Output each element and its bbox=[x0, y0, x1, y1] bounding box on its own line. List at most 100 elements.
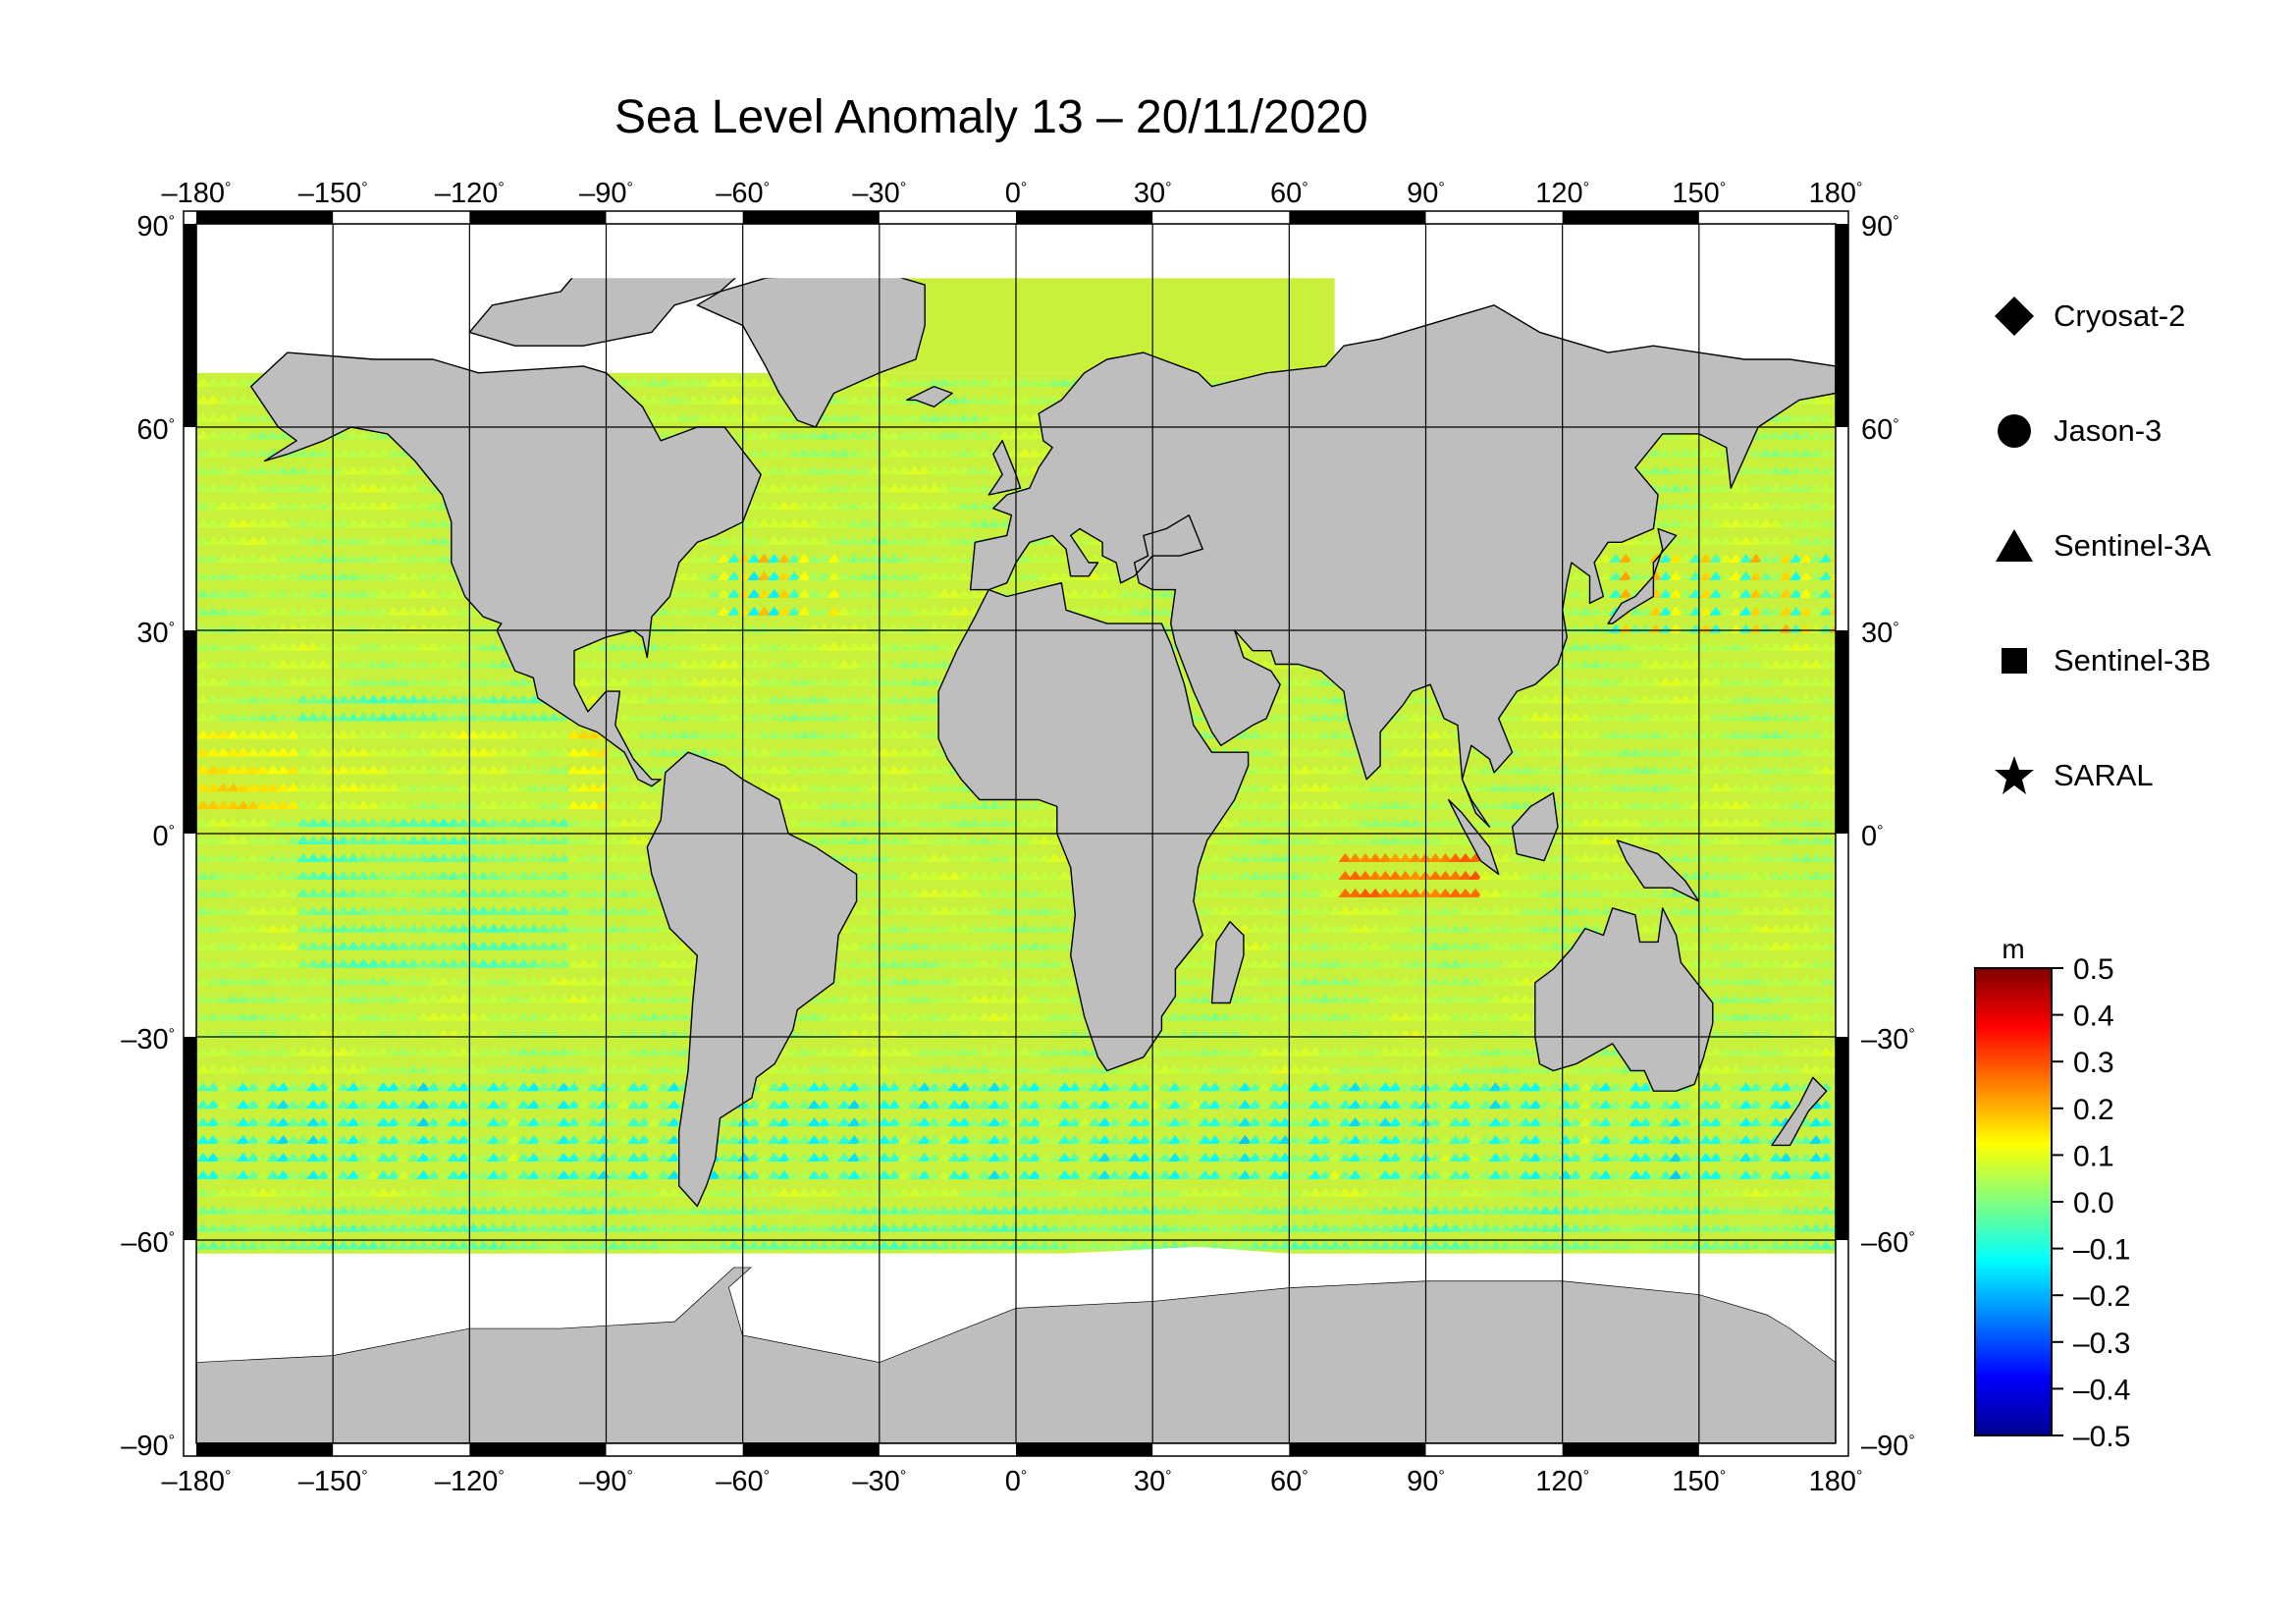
altimetry-sample bbox=[1738, 606, 1753, 616]
altimetry-sample bbox=[1047, 536, 1062, 546]
altimetry-sample bbox=[776, 501, 791, 511]
altimetry-sample bbox=[1157, 606, 1172, 616]
altimetry-sample bbox=[456, 641, 471, 651]
altimetry-sample bbox=[857, 676, 872, 686]
altimetry-sample bbox=[1729, 676, 1743, 686]
altimetry-sample bbox=[737, 641, 752, 651]
altimetry-sample bbox=[1729, 518, 1743, 528]
altimetry-sample bbox=[1719, 570, 1734, 580]
altimetry-sample bbox=[757, 412, 772, 422]
altimetry-sample bbox=[747, 448, 762, 458]
altimetry-sample bbox=[767, 554, 781, 563]
altimetry-sample bbox=[1789, 430, 1803, 440]
altimetry-sample bbox=[747, 536, 762, 546]
altimetry-sample bbox=[276, 465, 291, 475]
altimetry-sample bbox=[236, 641, 250, 651]
altimetry-sample bbox=[1729, 483, 1743, 493]
altimetry-sample bbox=[296, 448, 311, 458]
altimetry-sample bbox=[1638, 712, 1653, 722]
altimetry-sample bbox=[1629, 554, 1643, 563]
altimetry-sample bbox=[366, 712, 381, 722]
altimetry-sample bbox=[957, 570, 972, 580]
altimetry-sample bbox=[1028, 412, 1042, 422]
altimetry-sample bbox=[1709, 465, 1724, 475]
altimetry-sample bbox=[857, 536, 872, 546]
altimetry-sample bbox=[236, 712, 250, 722]
altimetry-sample bbox=[276, 676, 291, 686]
altimetry-sample bbox=[1308, 694, 1322, 704]
altimetry-sample bbox=[967, 588, 982, 598]
altimetry-sample bbox=[1629, 641, 1643, 651]
altimetry-sample bbox=[917, 448, 932, 458]
altimetry-sample bbox=[637, 659, 652, 669]
altimetry-sample bbox=[1107, 588, 1122, 598]
altimetry-sample bbox=[1619, 676, 1633, 686]
altimetry-sample bbox=[1028, 395, 1042, 405]
altimetry-sample bbox=[406, 730, 421, 739]
altimetry-sample bbox=[1798, 430, 1813, 440]
altimetry-sample bbox=[397, 554, 411, 563]
altimetry-sample bbox=[1798, 518, 1813, 528]
altimetry-sample bbox=[687, 588, 702, 598]
altimetry-sample bbox=[757, 641, 772, 651]
altimetry-sample bbox=[887, 501, 902, 511]
altimetry-sample bbox=[206, 465, 221, 475]
altimetry-sample bbox=[807, 465, 822, 475]
altimetry-sample bbox=[797, 730, 812, 739]
altimetry-sample bbox=[676, 377, 691, 387]
altimetry-sample bbox=[1769, 536, 1784, 546]
altimetry-sample bbox=[1748, 659, 1763, 669]
altimetry-sample bbox=[1267, 712, 1282, 722]
altimetry-sample bbox=[726, 377, 741, 387]
altimetry-sample bbox=[1638, 465, 1653, 475]
altimetry-sample bbox=[877, 395, 891, 405]
altimetry-sample bbox=[997, 518, 1012, 528]
altimetry-sample bbox=[447, 641, 461, 651]
altimetry-sample bbox=[1679, 606, 1693, 616]
altimetry-sample bbox=[867, 465, 881, 475]
altimetry-sample bbox=[637, 676, 652, 686]
altimetry-sample bbox=[807, 606, 822, 616]
altimetry-sample bbox=[1809, 448, 1824, 458]
altimetry-sample bbox=[767, 606, 781, 616]
altimetry-sample bbox=[256, 712, 271, 722]
altimetry-sample bbox=[767, 570, 781, 580]
altimetry-sample bbox=[857, 377, 872, 387]
altimetry-sample bbox=[1007, 570, 1022, 580]
altimetry-sample bbox=[707, 536, 721, 546]
altimetry-sample bbox=[877, 536, 891, 546]
altimetry-sample bbox=[1679, 518, 1693, 528]
altimetry-sample bbox=[1298, 730, 1312, 739]
altimetry-sample bbox=[256, 570, 271, 580]
altimetry-sample bbox=[1278, 712, 1293, 722]
altimetry-sample bbox=[1598, 641, 1613, 651]
altimetry-sample bbox=[857, 641, 872, 651]
altimetry-sample bbox=[697, 377, 712, 387]
altimetry-sample bbox=[397, 641, 411, 651]
altimetry-sample bbox=[476, 730, 491, 739]
altimetry-sample bbox=[1508, 694, 1522, 704]
altimetry-sample bbox=[566, 730, 581, 739]
altimetry-sample bbox=[837, 483, 852, 493]
altimetry-sample bbox=[1308, 676, 1322, 686]
altimetry-sample bbox=[1278, 694, 1293, 704]
altimetry-sample bbox=[206, 676, 221, 686]
altimetry-sample bbox=[947, 570, 962, 580]
altimetry-sample bbox=[857, 659, 872, 669]
altimetry-sample bbox=[707, 641, 721, 651]
altimetry-sample bbox=[397, 712, 411, 722]
altimetry-sample bbox=[306, 465, 321, 475]
altimetry-sample bbox=[286, 588, 300, 598]
altimetry-sample bbox=[386, 448, 400, 458]
altimetry-sample bbox=[1598, 606, 1613, 616]
altimetry-sample bbox=[1738, 570, 1753, 580]
altimetry-sample bbox=[486, 659, 501, 669]
altimetry-sample bbox=[1829, 589, 1836, 598]
altimetry-sample bbox=[276, 641, 291, 651]
altimetry-sample bbox=[266, 730, 281, 739]
altimetry-sample bbox=[807, 448, 822, 458]
altimetry-sample bbox=[376, 554, 391, 563]
altimetry-sample bbox=[1619, 554, 1633, 563]
altimetry-sample bbox=[347, 712, 361, 722]
altimetry-sample bbox=[1679, 712, 1693, 722]
